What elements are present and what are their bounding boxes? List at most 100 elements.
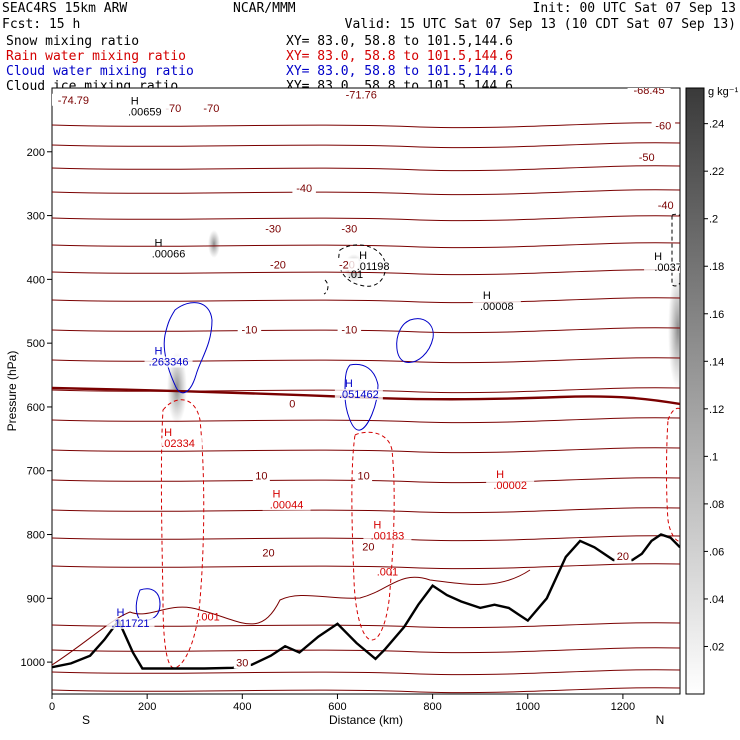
isotherm-1 <box>52 142 680 149</box>
model-title: SEAC4RS 15km ARW <box>2 1 127 16</box>
temperature-label-bg <box>199 102 224 115</box>
isotherm-8 <box>52 327 680 334</box>
maximum-marker: H <box>155 238 163 250</box>
field-name-2: Cloud water mixing ratio <box>6 64 194 79</box>
isotherm-20 <box>52 687 680 694</box>
x-tick-label: 800 <box>423 701 441 713</box>
y-tick-label: 600 <box>27 402 45 414</box>
isotherm-19 <box>52 669 680 676</box>
colorbar-tick-label: .22 <box>709 166 724 178</box>
x-tick-label: 600 <box>328 701 346 713</box>
temperature-label: -60 <box>655 120 671 132</box>
contour-value-label: .001 <box>198 612 219 624</box>
field-xy-0: XY= 83.0, 58.8 to 101.5,144.6 <box>286 34 513 49</box>
maximum-value: .051462 <box>339 389 379 401</box>
temperature-label-bg <box>233 656 251 669</box>
temperature-label-bg <box>614 549 632 562</box>
y-tick-label: 800 <box>27 530 45 542</box>
org-label: NCAR/MMM <box>233 1 296 16</box>
colorbar-tick-label: .18 <box>709 261 724 273</box>
y-axis-ticks: 200 300 400 500 600 700 800 900 1000 <box>21 147 52 669</box>
maximum-marker: H <box>654 251 662 263</box>
colorbar-tick-label: .04 <box>709 594 724 606</box>
maximum-marker: H <box>131 95 139 107</box>
y-tick-label: 500 <box>27 338 45 350</box>
maximum-label-bg <box>334 389 383 401</box>
cloud-water-contour-1 <box>163 302 213 394</box>
isotherm-13 <box>52 477 680 484</box>
temperature-label: -10 <box>241 324 257 336</box>
temperature-label-bg <box>237 323 262 336</box>
surface-isotherm <box>52 569 531 666</box>
isotherm-16 <box>52 563 680 570</box>
isotherm-6 <box>52 269 680 276</box>
maximum-marker: H <box>345 378 353 390</box>
temperature-label: -10 <box>341 324 357 336</box>
maximum-marker: H <box>164 427 172 439</box>
x-tick-label: 0 <box>49 701 55 713</box>
cloud-water-contour-4 <box>135 588 161 621</box>
maximum-value: .00002 <box>493 480 527 492</box>
maximum-marker: H <box>483 290 491 302</box>
init-time: Init: 00 UTC Sat 07 Sep 13 <box>533 1 737 16</box>
x-axis-right-end: N <box>656 713 665 727</box>
x-axis-label: Distance (km) <box>329 713 403 727</box>
maximum-value: .111721 <box>111 618 149 630</box>
maximum-label-bg <box>120 106 169 118</box>
isotherm-0 <box>52 122 680 129</box>
maximum-label-bg <box>472 300 521 312</box>
temperature-label-bg <box>337 323 362 336</box>
isotherm-18 <box>52 647 680 654</box>
temperature-label: 20 <box>262 548 274 560</box>
maximum-value: .02334 <box>161 438 195 450</box>
rain-water-contour-2 <box>351 431 395 641</box>
field-name-1: Rain water mixing ratio <box>6 49 186 64</box>
x-tick-label: 200 <box>138 701 156 713</box>
isotherm-4 <box>52 215 680 222</box>
field-xy-2: XY= 83.0, 58.8 to 101.5,144.6 <box>286 64 513 79</box>
cloud-water-contour-2 <box>344 363 379 431</box>
maximum-label-bg <box>154 438 203 450</box>
colorbar-tick-label: .24 <box>709 119 724 131</box>
rain-water-contour-3 <box>666 407 680 542</box>
temperature-label-bg <box>339 88 383 101</box>
snow-shade-4 <box>668 270 680 390</box>
temperature-label: 20 <box>362 541 374 553</box>
isotherm-7 <box>52 297 680 304</box>
maximum-label-bg <box>144 248 193 260</box>
temperature-label: 20 <box>617 551 629 563</box>
temperature-label-bg <box>653 199 678 212</box>
colorbar-tick-label: .06 <box>709 546 724 558</box>
temperature-label: -40 <box>658 200 674 212</box>
field-xy-1: XY= 83.0, 58.8 to 101.5,144.6 <box>286 49 513 64</box>
maximum-label-bg <box>363 530 412 542</box>
plot-area: -74.79 -71.76 -68.45 -70 -70 -60 -50 -40 -40 -30 -… <box>51 87 681 695</box>
temperature-label-bg <box>337 222 362 235</box>
colorbar-tick-label: .02 <box>709 641 724 653</box>
maximum-marker: H <box>373 520 381 532</box>
y-tick-label: 400 <box>27 274 45 286</box>
x-axis-left-end: S <box>82 713 90 727</box>
colorbar-ramp <box>685 87 705 695</box>
temperature-label: -30 <box>341 224 357 236</box>
temperature-label-bg <box>266 258 290 271</box>
cloud-water-contours <box>135 302 434 621</box>
contour-value-labels: .01 .001 .001 <box>198 269 398 624</box>
temperature-label: -40 <box>296 183 312 195</box>
temperature-label-bg <box>259 546 277 559</box>
y-tick-label: 900 <box>27 593 45 605</box>
y-tick-label: 1000 <box>21 657 45 669</box>
temperature-label: 10 <box>255 470 267 482</box>
temperature-label: -71.76 <box>346 90 377 102</box>
zero-isotherm <box>52 386 680 406</box>
valid-time: Valid: 15 UTC Sat 07 Sep 13 (10 CDT Sat … <box>345 17 736 32</box>
colorbar-tick-label: .14 <box>709 356 724 368</box>
x-axis-ticks: 0 200 400 600 800 1000 1200 <box>49 694 635 713</box>
colorbar-tick-label: .2 <box>709 214 718 226</box>
y-tick-label: 300 <box>27 211 45 223</box>
colorbar-unit: g kg⁻¹ <box>708 86 739 98</box>
temperature-label-bg <box>627 88 671 97</box>
isotherm-14 <box>52 507 680 514</box>
temperature-labels: -74.79 -71.76 -68.45 -70 -70 -60 -50 -40 -40 -30 -… <box>52 88 678 669</box>
